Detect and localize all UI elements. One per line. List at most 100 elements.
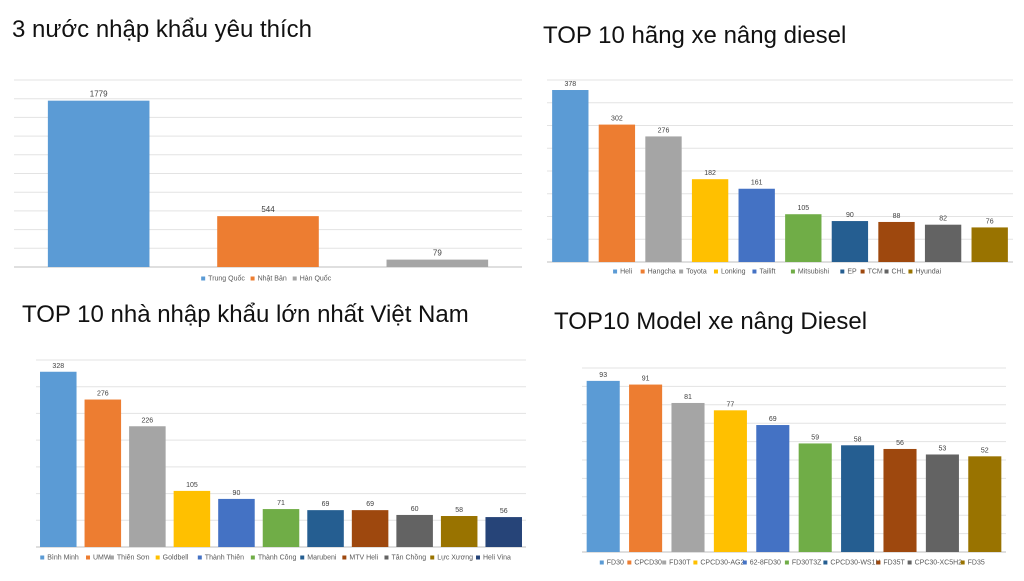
legend-swatch [908, 269, 913, 274]
bar [831, 221, 869, 262]
data-label: 226 [142, 417, 154, 424]
bar [485, 517, 522, 547]
legend-swatch [155, 555, 160, 560]
data-label: 59 [811, 434, 819, 441]
bar [883, 448, 917, 552]
legend-swatch [197, 555, 202, 560]
legend-label: FD30T3Z [792, 560, 822, 567]
data-label: 182 [704, 170, 716, 177]
bar [262, 509, 300, 547]
data-label: 71 [277, 500, 285, 507]
legend-swatch [752, 269, 757, 274]
bar [925, 454, 959, 552]
legend-swatch [613, 269, 618, 274]
legend-label: UMW [93, 555, 111, 562]
legend-label: Lonking [721, 269, 746, 276]
data-label: 60 [411, 506, 419, 513]
legend: Heli Hangcha Toyota Lonking Tailift Mitsubish… [613, 269, 942, 276]
legend-label: Thành Công [258, 555, 297, 562]
legend-label: Tân Chồng [391, 553, 426, 562]
chart-2: 378 302 276 182 161 105 90 88 82 76 Heli Hangcha Toy… [547, 79, 1013, 276]
legend-label: Hangcha [648, 269, 676, 276]
data-label: 161 [751, 180, 763, 187]
legend: Bình Minh UMW Thiên Sơn Goldbell Thành Thiên… [40, 553, 511, 562]
data-label: 52 [981, 447, 989, 454]
data-label: 90 [846, 212, 854, 219]
legend-label: TCM [868, 269, 883, 276]
legend-label: CPCD30 [634, 560, 662, 567]
bar [173, 490, 211, 547]
legend-swatch [876, 560, 881, 565]
data-label: 93 [599, 372, 607, 379]
data-label: 76 [986, 218, 994, 225]
bar [129, 426, 166, 547]
chart-1-title: 3 nước nhập khẩu yêu thích [12, 16, 312, 43]
legend-label: Heli Vina [483, 555, 511, 562]
data-label: 58 [455, 507, 463, 514]
data-label: 105 [186, 482, 198, 489]
legend-label: Bình Minh [47, 555, 79, 562]
data-label: 105 [797, 205, 809, 212]
legend-swatch [713, 269, 718, 274]
bar [47, 100, 150, 267]
bar [645, 136, 682, 262]
bar [396, 514, 433, 547]
data-label: 58 [854, 436, 862, 443]
legend-label: Lực Xương [437, 555, 473, 562]
legend-swatch [840, 269, 845, 274]
data-label: 1779 [90, 90, 108, 99]
legend-swatch [250, 276, 255, 281]
legend-swatch [384, 555, 389, 560]
bar [785, 214, 822, 262]
bar [878, 221, 915, 262]
legend-swatch [742, 560, 747, 565]
legend-label: Hàn Quốc [300, 274, 332, 283]
bar [798, 443, 832, 552]
bar [841, 445, 875, 552]
bar [84, 399, 122, 547]
bar [598, 124, 636, 262]
bar [756, 425, 790, 552]
data-label: 77 [727, 401, 735, 408]
legend-label: FD35 [968, 560, 985, 567]
legend-swatch [860, 269, 865, 274]
data-label: 328 [52, 363, 64, 370]
legend-label: Marubeni [307, 555, 337, 562]
legend-label: FD30 [607, 560, 624, 567]
chart-3: 328 276 226 105 90 71 69 69 60 58 56 Bình Minh UMW Th… [36, 359, 526, 562]
data-label: 69 [366, 501, 374, 508]
legend-swatch [884, 269, 889, 274]
bar [691, 179, 729, 262]
legend-swatch [430, 555, 435, 560]
legend-label: Trung Quốc [208, 274, 245, 283]
legend-swatch [784, 560, 789, 565]
data-label: 56 [500, 508, 508, 515]
data-label: 276 [658, 127, 670, 134]
legend-label: Nhật Bản [258, 276, 287, 283]
legend-swatch [693, 560, 698, 565]
data-label: 69 [769, 416, 777, 423]
legend-swatch [599, 560, 604, 565]
bar [971, 227, 1008, 262]
data-label: 378 [564, 81, 576, 88]
legend: FD30 CPCD30 FD30T CPCD30-AG2 62-8FD30 FD30T3Z… [599, 560, 985, 567]
bar [713, 410, 747, 552]
legend-label: FD35T [883, 560, 905, 567]
legend-label: CPCD30-WS1H [830, 560, 880, 567]
legend-label: CHL [892, 269, 906, 276]
legend-label: CPCD30-AG2 [700, 560, 744, 567]
legend-label: Toyota [686, 269, 707, 276]
legend-swatch [662, 560, 667, 565]
chart-1: 1779 544 79 Trung Quốc Nhật Bản Hàn Quốc [14, 79, 522, 283]
bar [40, 371, 77, 547]
legend-swatch [300, 555, 305, 560]
legend-label: EP [847, 269, 857, 276]
legend-label: 62-8FD30 [750, 560, 781, 567]
legend-swatch [790, 269, 795, 274]
bar [738, 188, 775, 262]
legend-label: Thiên Sơn [117, 555, 150, 562]
bar [218, 498, 255, 547]
legend-swatch [627, 560, 632, 565]
legend-label: Tailift [759, 269, 775, 276]
legend-swatch [679, 269, 684, 274]
